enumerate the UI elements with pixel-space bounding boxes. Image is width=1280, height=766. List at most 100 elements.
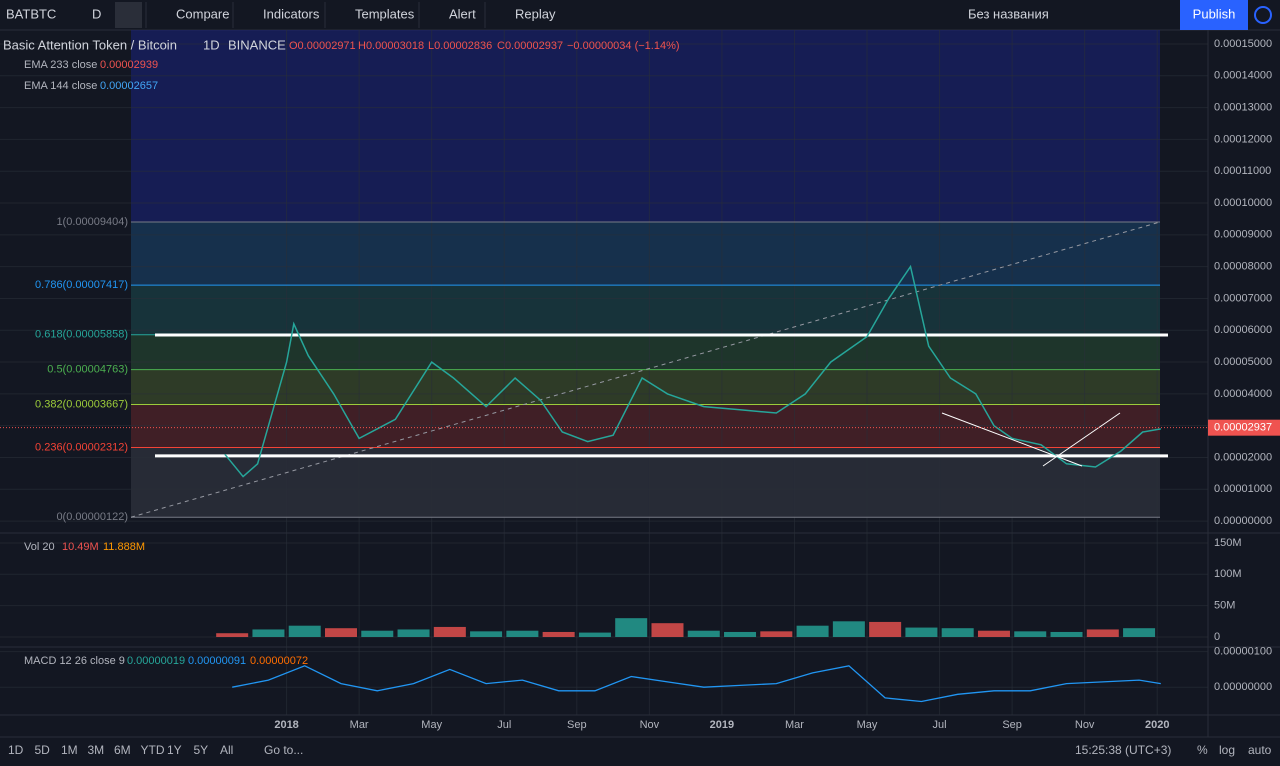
volume-bar <box>615 618 648 637</box>
fib-label: 0.618(0.00005858) <box>35 329 128 341</box>
volume-bar <box>1050 631 1083 637</box>
volume-bar <box>687 630 720 637</box>
volume-value: 10.49M <box>62 541 99 553</box>
y-tick-label: 0.00005000 <box>1214 356 1272 368</box>
y-tick-label: 0.00008000 <box>1214 261 1272 273</box>
fib-label: 1(0.00009404) <box>56 216 128 228</box>
y-tick-label: 0.00001000 <box>1214 483 1272 495</box>
ema-value: 0.00002939 <box>100 59 158 71</box>
symbol[interactable]: BATBTC <box>6 6 56 21</box>
volume-bar <box>724 631 757 637</box>
volume-bar <box>760 631 793 637</box>
volume-bar <box>324 628 357 637</box>
fib-band <box>131 285 1160 335</box>
fib-label: 0.382(0.00003667) <box>35 398 128 410</box>
x-tick-label: Jul <box>497 719 511 731</box>
auto-toggle[interactable]: auto <box>1248 743 1272 757</box>
price-line <box>224 264 1161 478</box>
x-tick-label: Sep <box>1002 719 1022 731</box>
macd-hist: 0.00000019 <box>127 655 185 667</box>
x-tick-label: Jul <box>933 719 947 731</box>
y-tick-label: 0.00000000 <box>1214 681 1272 693</box>
legend-interval: 1D <box>203 37 220 52</box>
toolbar-button[interactable]: Alert <box>449 6 476 21</box>
macd-signal: 0.00000072 <box>250 655 308 667</box>
fib-top-band <box>131 30 1160 222</box>
y-tick-label: 0 <box>1214 631 1220 643</box>
legend: Basic Attention Token / Bitcoin 1D BINAN… <box>3 37 680 666</box>
x-tick-label: Mar <box>350 719 369 731</box>
range-button[interactable]: 1Y <box>167 743 182 757</box>
volume-bar <box>941 628 974 637</box>
goto[interactable]: Go to... <box>264 743 303 757</box>
range-button[interactable]: 6M <box>114 743 131 757</box>
range-button[interactable]: 1M <box>61 743 78 757</box>
y-tick-label: 0.00010000 <box>1214 197 1272 209</box>
replay-icon[interactable] <box>1254 6 1272 24</box>
range-button[interactable]: 5D <box>35 743 51 757</box>
legend-exchange: BINANCE <box>228 37 286 52</box>
macd-line: 0.00000091 <box>188 655 246 667</box>
last-price-tag <box>1208 419 1280 436</box>
x-tick-label: Nov <box>1075 719 1095 731</box>
x-tick-label: 2020 <box>1145 719 1169 731</box>
log-toggle[interactable]: log <box>1219 743 1235 757</box>
range-button[interactable]: All <box>220 743 233 757</box>
x-tick-label: Sep <box>567 719 587 731</box>
legend-title: Basic Attention Token / Bitcoin <box>3 37 177 52</box>
interval[interactable]: D <box>92 6 101 21</box>
y-tick-label: 150M <box>1214 537 1242 549</box>
toolbar: BATBTC D Без названия Publish Compare Ind… <box>0 0 1280 31</box>
toolbar-button[interactable]: Compare <box>176 6 229 21</box>
x-tick-label: 2019 <box>710 719 734 731</box>
y-tick-label: 0.00000100 <box>1214 645 1272 657</box>
percent-toggle[interactable]: % <box>1197 743 1208 757</box>
toolbar-button[interactable]: Indicators <box>263 6 320 21</box>
volume-bar <box>506 630 539 637</box>
toolbar-button[interactable]: Replay <box>515 6 556 21</box>
fib-band <box>131 369 1160 405</box>
volume-bar <box>905 627 938 637</box>
fib-band <box>131 447 1160 518</box>
ema-value: 0.00002657 <box>100 80 158 92</box>
ema-name: EMA 233 close <box>24 59 97 71</box>
fib-trend <box>130 221 1161 518</box>
fib-label: 0.786(0.00007417) <box>35 279 128 291</box>
volume-bar <box>977 630 1010 637</box>
x-tick-label: May <box>857 719 878 731</box>
volume-bar <box>397 629 430 637</box>
range-button[interactable]: 5Y <box>194 743 209 757</box>
layout-name[interactable]: Без названия <box>968 6 1049 21</box>
x-tick-label: May <box>421 719 442 731</box>
toolbar-button[interactable]: Templates <box>355 6 415 21</box>
volume-bar <box>796 625 829 637</box>
chart-area: 0.000000000.000010000.000020000.00003000… <box>0 30 1280 737</box>
volume-bar <box>578 632 611 637</box>
macd-name: MACD 12 26 close 9 <box>24 655 125 667</box>
range-button[interactable]: YTD <box>141 743 165 757</box>
y-tick-label: 0.00013000 <box>1214 102 1272 114</box>
range-button[interactable]: 1D <box>8 743 24 757</box>
volume-bar <box>288 625 321 637</box>
fib-label: 0.236(0.00002312) <box>35 441 128 453</box>
volume-name: Vol 20 <box>24 541 55 553</box>
y-tick-label: 0.00006000 <box>1214 324 1272 336</box>
y-tick-label: 0.00002000 <box>1214 451 1272 463</box>
volume-bar <box>433 626 466 637</box>
last-price-label: 0.00002937 <box>1214 422 1272 434</box>
chart-style-button[interactable] <box>115 2 142 28</box>
legend-low: L0.00002836 <box>428 40 492 52</box>
y-tick-label: 50M <box>1214 600 1235 612</box>
range-button[interactable]: 3M <box>88 743 105 757</box>
x-tick-label: Mar <box>785 719 804 731</box>
volume-bar <box>542 631 575 637</box>
trend-line <box>941 412 1083 467</box>
volume-bar <box>470 631 503 637</box>
volume-bar <box>252 629 285 637</box>
fib-label: 0.5(0.00004763) <box>47 364 128 376</box>
x-tick-label: 2018 <box>274 719 298 731</box>
publish-button[interactable] <box>1180 0 1248 30</box>
volume-bar <box>1123 628 1156 637</box>
fib-label: 0(0.00000122) <box>56 511 128 523</box>
